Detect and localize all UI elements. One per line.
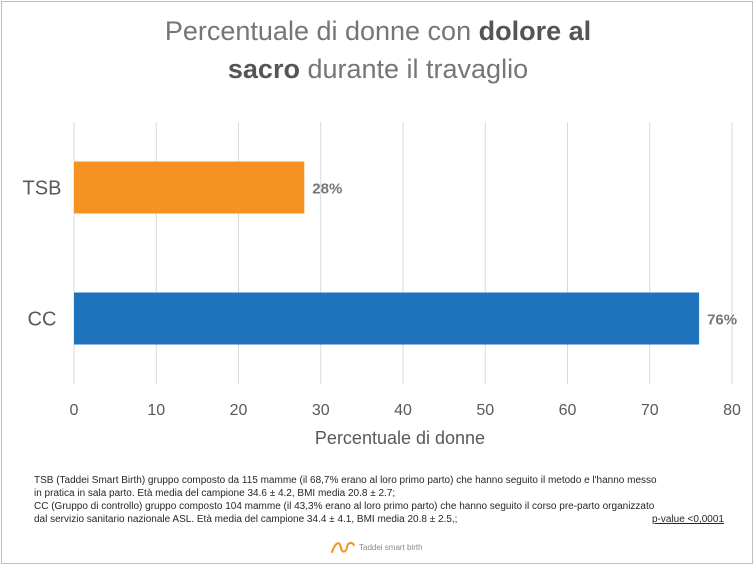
x-tick-label: 30 bbox=[312, 402, 330, 419]
x-tick-label: 40 bbox=[394, 402, 412, 419]
note-cc-line2: dal servizio sanitario nazionale ASL. Et… bbox=[34, 514, 458, 525]
title-part2: durante il travaglio bbox=[299, 54, 529, 84]
x-tick-labels: 0 10 20 30 40 50 60 70 80 bbox=[70, 402, 741, 419]
title-bold1: dolore al bbox=[478, 16, 592, 46]
chart-title: Percentuale di donne con dolore al sacro… bbox=[0, 12, 756, 88]
footnotes: TSB (Taddei Smart Birth) gruppo composto… bbox=[34, 474, 724, 526]
value-labels: 28% 76% bbox=[312, 181, 737, 329]
note-tsb-line1: TSB (Taddei Smart Birth) gruppo composto… bbox=[34, 475, 657, 486]
category-label: CC bbox=[28, 309, 57, 331]
bar-chart: TSB CC 28% 76% 0 10 20 30 40 50 60 70 80 Percentua… bbox=[23, 122, 741, 448]
x-axis-label: Percentuale di donne bbox=[315, 428, 485, 448]
value-label: 28% bbox=[312, 181, 342, 198]
grid-lines bbox=[73, 122, 733, 384]
x-tick-label: 20 bbox=[230, 402, 248, 419]
title-part1: Percentuale di donne con bbox=[164, 16, 479, 46]
category-label: TSB bbox=[23, 178, 62, 200]
x-tick-label: 0 bbox=[70, 402, 79, 419]
x-tick-label: 50 bbox=[476, 402, 494, 419]
brand-logo: Taddei smart birth bbox=[330, 538, 423, 556]
bar-cc bbox=[74, 292, 700, 345]
p-value: p-value <0,0001 bbox=[651, 514, 724, 525]
logo-swirl-icon bbox=[331, 541, 355, 553]
x-tick-label: 80 bbox=[723, 402, 741, 419]
x-tick-label: 70 bbox=[641, 402, 659, 419]
title-bold2: sacro bbox=[227, 54, 300, 84]
category-labels: TSB CC bbox=[23, 178, 62, 331]
bars bbox=[74, 161, 700, 345]
x-tick-label: 60 bbox=[559, 402, 577, 419]
note-tsb-line2: in pratica in sala parto. Età media del … bbox=[34, 488, 396, 499]
note-cc-line1: CC (Gruppo di controllo) gruppo composto… bbox=[34, 501, 655, 512]
logo-text: Taddei smart birth bbox=[359, 542, 423, 552]
x-tick-label: 10 bbox=[147, 402, 165, 419]
bar-tsb bbox=[74, 161, 305, 214]
value-label: 76% bbox=[707, 312, 737, 329]
